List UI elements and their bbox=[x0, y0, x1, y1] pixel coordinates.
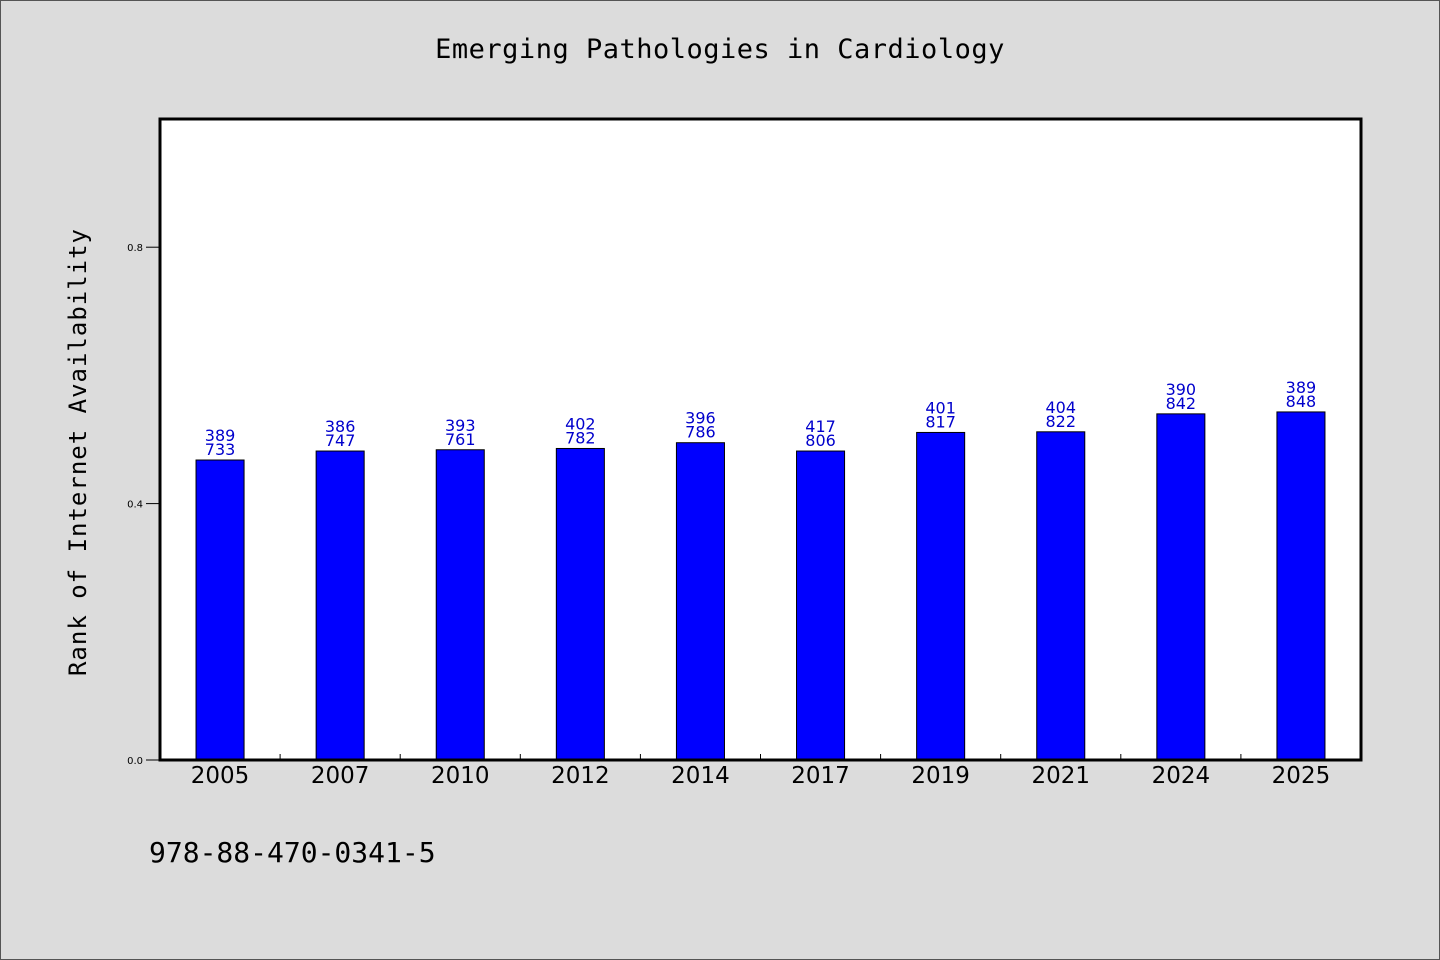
bar-label-top: 396 bbox=[685, 409, 716, 428]
bar-label-top: 386 bbox=[325, 417, 356, 436]
bar-label-bottom: 848 bbox=[1286, 392, 1317, 411]
bar-2021 bbox=[1036, 431, 1086, 761]
bar-2012 bbox=[555, 447, 605, 761]
y-tick-label: 0.0 bbox=[127, 756, 143, 767]
y-tick-label: 0.4 bbox=[127, 500, 143, 511]
bar-label-top: 404 bbox=[1045, 398, 1076, 417]
bar-label-top: 401 bbox=[925, 398, 956, 417]
x-tick-label: 2017 bbox=[791, 763, 850, 789]
bar-label-top: 389 bbox=[205, 426, 236, 445]
bar-2005 bbox=[195, 459, 245, 761]
bar-label-bottom: 806 bbox=[805, 431, 836, 450]
y-tick-label: 0.8 bbox=[127, 243, 143, 254]
isbn-text: 978-88-470-0341-5 bbox=[149, 836, 436, 869]
x-tick-label: 2010 bbox=[431, 763, 490, 789]
plot-border bbox=[158, 117, 1363, 762]
labels-layer: 0.00.40.83897332005386747200739376120104… bbox=[127, 243, 1330, 789]
bar-label-bottom: 842 bbox=[1166, 394, 1197, 413]
x-tick-label: 2007 bbox=[311, 763, 370, 789]
bar-label-bottom: 761 bbox=[445, 430, 476, 449]
x-tick-label: 2005 bbox=[191, 763, 250, 789]
bar-label-bottom: 782 bbox=[565, 428, 596, 447]
bar-2017 bbox=[796, 450, 846, 761]
bar-2019 bbox=[916, 431, 966, 761]
bar-label-top: 389 bbox=[1286, 378, 1317, 397]
x-tick-label: 2025 bbox=[1272, 763, 1331, 789]
bar-label-bottom: 733 bbox=[205, 440, 236, 459]
bar-label-top: 417 bbox=[805, 417, 836, 436]
bar-2014 bbox=[675, 442, 725, 761]
chart-title: Emerging Pathologies in Cardiology bbox=[435, 34, 1005, 65]
bar-label-top: 393 bbox=[445, 416, 476, 435]
bar-label-top: 390 bbox=[1166, 380, 1197, 399]
bar-2010 bbox=[435, 449, 485, 761]
bar-label-bottom: 747 bbox=[325, 431, 356, 450]
bars-layer bbox=[195, 411, 1326, 761]
x-tick-label: 2021 bbox=[1031, 763, 1090, 789]
bar-2024 bbox=[1156, 413, 1206, 761]
bar-label-bottom: 817 bbox=[925, 412, 956, 431]
x-tick-label: 2019 bbox=[911, 763, 970, 789]
bar-2025 bbox=[1276, 411, 1326, 761]
bar-label-bottom: 822 bbox=[1045, 412, 1076, 431]
x-tick-label: 2024 bbox=[1152, 763, 1211, 789]
x-tick-label: 2014 bbox=[671, 763, 730, 789]
bar-2007 bbox=[315, 450, 365, 761]
bar-label-top: 402 bbox=[565, 414, 596, 433]
x-tick-label: 2012 bbox=[551, 763, 610, 789]
bar-label-bottom: 786 bbox=[685, 423, 716, 442]
